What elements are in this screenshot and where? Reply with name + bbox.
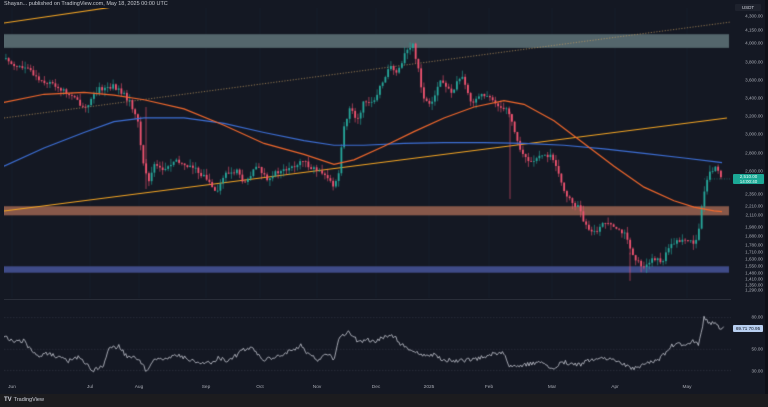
price-axis-label: 1,350.00: [745, 282, 763, 288]
rsi-axis-label: 30.00: [751, 368, 764, 373]
time-axis-label: Jun: [8, 385, 16, 390]
rsi-canvas[interactable]: [4, 305, 731, 383]
time-axis-label: Aug: [134, 385, 144, 390]
rsi-axis-label: 50.00: [751, 346, 764, 352]
price-axis-label: 3,200.00: [745, 113, 763, 119]
price-axis-label: 4,300.00: [745, 13, 763, 19]
right-edge: [765, 0, 768, 394]
price-axis-label: 3,000.00: [745, 131, 763, 137]
price-axis-label: 1,550.00: [745, 263, 763, 269]
price-axis-label: 1,880.00: [745, 233, 763, 239]
price-axis-label: 1,480.00: [745, 270, 763, 276]
price-axis-label: 1,980.00: [745, 224, 763, 230]
candlestick-canvas[interactable]: [4, 8, 731, 298]
price-axis-label: 1,710.00: [745, 249, 763, 255]
rsi-value-badge: 69.71 70.95: [733, 324, 763, 332]
price-axis-label: 2,110.00: [745, 212, 763, 218]
time-axis-label: May: [682, 385, 692, 390]
price-chart-pane[interactable]: [4, 8, 731, 298]
footer-bar: TV TradingView: [0, 394, 768, 407]
price-axis-label: 3,800.00: [745, 59, 763, 64]
current-price-badge: 2,510.00 14:00:40: [733, 173, 764, 184]
price-axis-label: 2,800.00: [745, 150, 763, 156]
price-axis-label: 1,410.00: [745, 276, 763, 282]
price-axis-label: 4,000.00: [745, 40, 763, 46]
rsi-pane[interactable]: [4, 305, 731, 383]
time-axis-label: Oct: [256, 385, 264, 390]
price-axis-label: 1,780.00: [745, 242, 763, 248]
price-axis-label: 2,210.00: [745, 203, 763, 209]
rsi-axis-label: 80.00: [751, 314, 764, 320]
time-axis-label: Dec: [371, 385, 381, 390]
time-axis-label: Jul: [86, 385, 94, 390]
tradingview-logo-icon: TV: [4, 397, 12, 403]
time-axis-label: Apr: [611, 385, 619, 390]
price-axis-label: 3,400.00: [745, 95, 763, 101]
price-axis-label: 3,600.00: [745, 77, 763, 83]
price-axis-label: 2,350.00: [745, 191, 763, 196]
time-axis[interactable]: Jun Jul Aug Sep Oct Nov Dec 2025 Feb Mar Apr May: [4, 384, 731, 394]
publish-header: Shayan... published on TradingView.com, …: [4, 1, 168, 7]
price-axis[interactable]: 4,300.00 4,150.00 4,000.00 3,800.00 3,600.00…: [731, 0, 768, 383]
tradingview-logo[interactable]: TV TradingView: [4, 397, 44, 403]
price-axis-label: 1,290.00: [745, 287, 763, 293]
current-price-countdown: 14:00:40: [739, 178, 758, 184]
time-axis-label: Feb: [484, 385, 494, 390]
time-axis-label: Mar: [547, 385, 557, 390]
tradingview-logo-text: TradingView: [13, 397, 44, 403]
time-axis-label: 2025: [423, 385, 435, 390]
price-axis-label: 2,600.00: [745, 168, 763, 174]
pane-separator[interactable]: [4, 299, 731, 305]
time-axis-label: Nov: [312, 385, 322, 390]
currency-label[interactable]: USDT: [735, 4, 761, 11]
price-axis-label: 4,150.00: [745, 27, 763, 33]
current-price-value: 2,510.00: [739, 173, 758, 179]
price-axis-label: 1,630.00: [745, 256, 763, 262]
time-axis-label: Sep: [201, 385, 211, 390]
